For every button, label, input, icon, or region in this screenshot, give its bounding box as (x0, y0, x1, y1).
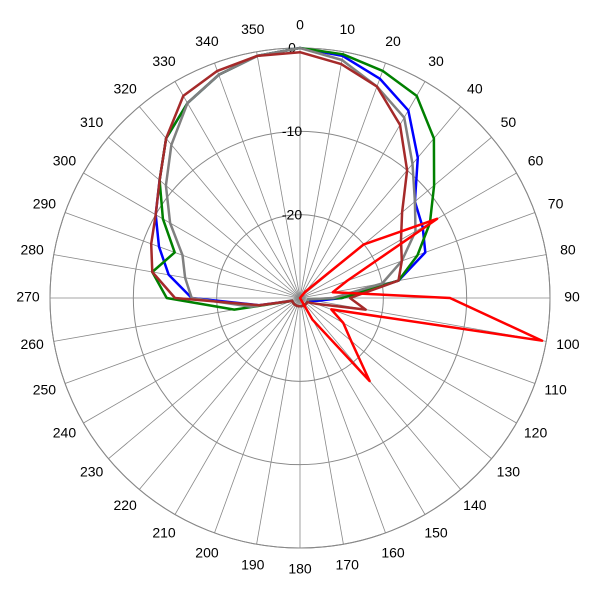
angle-label: 200 (195, 544, 219, 560)
angle-label: 340 (195, 33, 219, 49)
spoke (299, 51, 344, 299)
angle-label: 110 (544, 382, 567, 398)
angle-label: 300 (53, 153, 77, 169)
spoke (174, 297, 301, 515)
angle-label: 250 (33, 382, 57, 398)
spoke (299, 172, 517, 299)
spoke (299, 254, 547, 299)
spoke (299, 297, 536, 384)
angle-label: 80 (560, 241, 576, 257)
angle-label: 160 (381, 544, 405, 560)
r-tick-label: -10 (282, 123, 302, 139)
angle-label: 230 (80, 464, 104, 480)
angle-label: 20 (385, 33, 401, 49)
angle-label: 270 (16, 289, 40, 305)
angle-label: 290 (33, 196, 57, 212)
r-tick-label: -20 (282, 206, 302, 222)
spoke (299, 297, 517, 424)
angle-label: 150 (424, 524, 448, 540)
r-tick-label: 0 (288, 40, 296, 56)
spoke (214, 62, 301, 299)
spoke (299, 62, 386, 299)
angle-label: 350 (241, 21, 265, 37)
spoke (53, 254, 301, 299)
angle-label: 330 (152, 53, 176, 69)
spoke (108, 297, 301, 460)
angle-label: 30 (428, 53, 444, 69)
spoke (299, 297, 386, 534)
angle-label: 220 (113, 497, 137, 513)
angle-label: 50 (501, 114, 517, 130)
grid-ring (132, 130, 468, 466)
spoke (174, 81, 301, 299)
spoke (214, 297, 301, 534)
angle-label: 240 (53, 425, 77, 441)
angle-label: 180 (288, 561, 312, 577)
angle-label: 140 (463, 497, 487, 513)
series-line (298, 217, 544, 383)
angle-label: 130 (497, 464, 521, 480)
angle-label: 260 (20, 336, 44, 352)
spoke (299, 297, 426, 515)
angle-label: 280 (20, 241, 44, 257)
spoke (299, 297, 462, 490)
angle-label: 60 (528, 153, 544, 169)
angle-label: 120 (524, 425, 548, 441)
series-line (149, 50, 409, 311)
angle-label: 10 (339, 21, 355, 37)
angle-label: 70 (548, 196, 564, 212)
spoke (299, 297, 492, 460)
spoke (108, 136, 301, 299)
angle-label: 0 (296, 17, 304, 33)
angle-label: 210 (152, 524, 176, 540)
spoke (256, 297, 301, 545)
angle-label: 100 (556, 336, 580, 352)
spoke (83, 172, 301, 299)
angle-label: 40 (467, 80, 483, 96)
spoke (83, 297, 301, 424)
spoke (64, 297, 301, 384)
spoke (299, 297, 344, 545)
angle-label: 310 (80, 114, 104, 130)
angle-label: 320 (113, 80, 137, 96)
spoke (256, 51, 301, 299)
angle-label: 170 (336, 557, 360, 573)
angle-label: 90 (564, 289, 580, 305)
angle-label: 190 (241, 557, 265, 573)
spoke (138, 297, 301, 490)
grid-ring (216, 214, 384, 382)
